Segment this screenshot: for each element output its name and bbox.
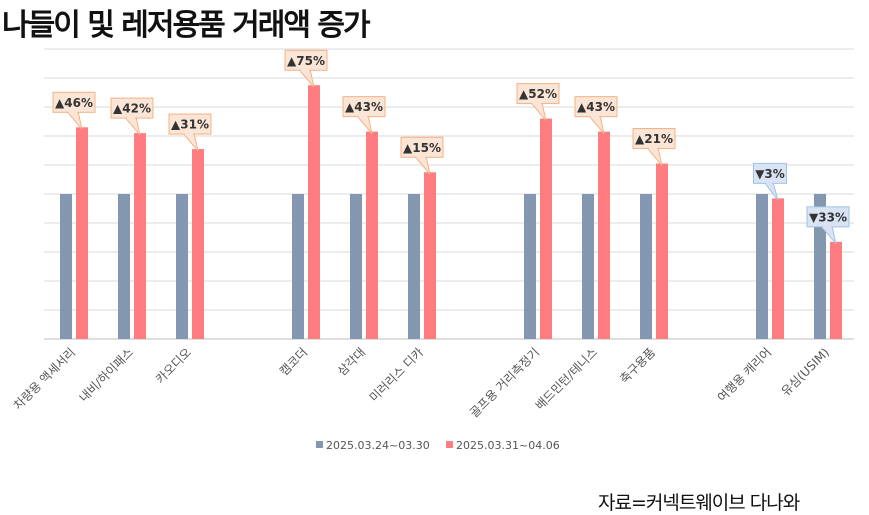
callout-pointer xyxy=(646,148,663,166)
callout-pointer xyxy=(356,116,373,134)
bars-area xyxy=(60,85,842,339)
bar-current xyxy=(134,133,146,339)
bar-current xyxy=(192,149,204,339)
bar-current xyxy=(366,131,378,339)
callout-joint xyxy=(358,115,368,119)
bar-baseline xyxy=(118,194,130,339)
callout-joint xyxy=(822,225,832,229)
bar-baseline xyxy=(292,194,304,339)
callout-pointer xyxy=(124,117,141,136)
category-label: 내비/하이패스 xyxy=(77,345,137,405)
bar-baseline xyxy=(814,194,826,339)
callout-pointer xyxy=(182,133,199,152)
category-label: 삼각대 xyxy=(335,345,368,378)
data-label: ▲21% xyxy=(635,132,673,146)
bar-baseline xyxy=(756,194,768,339)
bar-current xyxy=(308,85,320,339)
data-label: ▲31% xyxy=(171,118,209,132)
category-label: 차량용 액세서리 xyxy=(11,345,78,412)
callout-joint xyxy=(416,155,426,159)
category-label: 유심(USIM) xyxy=(779,345,833,399)
legend-swatch xyxy=(446,441,453,448)
data-label: ▲52% xyxy=(519,87,557,101)
callout-joint xyxy=(648,147,658,151)
data-label: ▲43% xyxy=(577,100,615,114)
callout-pointer xyxy=(588,116,605,134)
bar-baseline xyxy=(640,194,652,339)
callout-pointer xyxy=(66,111,83,130)
legend-label: 2025.03.24~03.30 xyxy=(326,439,430,452)
category-label: 여행용 캐리어 xyxy=(714,345,774,405)
bar-current xyxy=(424,172,436,339)
bar-current xyxy=(772,198,784,339)
bar-baseline xyxy=(176,194,188,339)
bar-current xyxy=(76,127,88,339)
callout-pointer xyxy=(530,103,547,121)
callout-pointer xyxy=(414,156,431,175)
bar-current xyxy=(656,163,668,339)
callout-joint xyxy=(300,68,310,72)
legend: 2025.03.24~03.30 2025.03.31~04.06 xyxy=(316,439,560,452)
bar-baseline xyxy=(582,194,594,339)
bar-current xyxy=(830,241,842,339)
bar-baseline xyxy=(408,194,420,339)
callout-joint xyxy=(126,116,136,120)
category-label: 카오디오 xyxy=(153,345,194,386)
callout-joint xyxy=(766,181,773,185)
callout-joint xyxy=(532,102,542,106)
callout-joint xyxy=(68,110,78,114)
category-label: 캠코더 xyxy=(277,345,310,378)
callout-pointer xyxy=(298,69,315,88)
data-label: ▼33% xyxy=(809,210,847,224)
data-label: ▲43% xyxy=(345,100,383,114)
bar-baseline xyxy=(524,194,536,339)
data-label: ▲75% xyxy=(287,54,325,68)
category-label: 미러리스 디카 xyxy=(367,345,426,404)
gridlines xyxy=(44,48,854,340)
bar-baseline xyxy=(60,194,72,339)
bar-current xyxy=(540,118,552,339)
data-label: ▲15% xyxy=(403,141,441,155)
chart-title: 나들이 및 레저용품 거래액 증가 xyxy=(2,8,371,43)
source-note: 자료=커넥트웨이브 다나와 xyxy=(598,492,800,514)
category-label: 배드민턴/테니스 xyxy=(533,345,600,412)
callouts: ▲46% ▲42% ▲31% ▲75% ▲43% ▲15% ▲52% ▲43% ▲21% ▼3% ▼… xyxy=(52,49,850,245)
legend-label: 2025.03.31~04.06 xyxy=(456,439,560,452)
bar-current xyxy=(598,131,610,339)
legend-swatch xyxy=(316,441,323,448)
data-label: ▲46% xyxy=(55,96,93,110)
data-label: ▼3% xyxy=(755,167,785,181)
callout-joint xyxy=(184,132,194,136)
category-label: 축구용품 xyxy=(617,345,658,386)
category-label: 골프용 거리측정기 xyxy=(467,345,542,420)
bar-baseline xyxy=(350,194,362,339)
callout-joint xyxy=(590,115,600,119)
data-label: ▲42% xyxy=(113,102,151,116)
